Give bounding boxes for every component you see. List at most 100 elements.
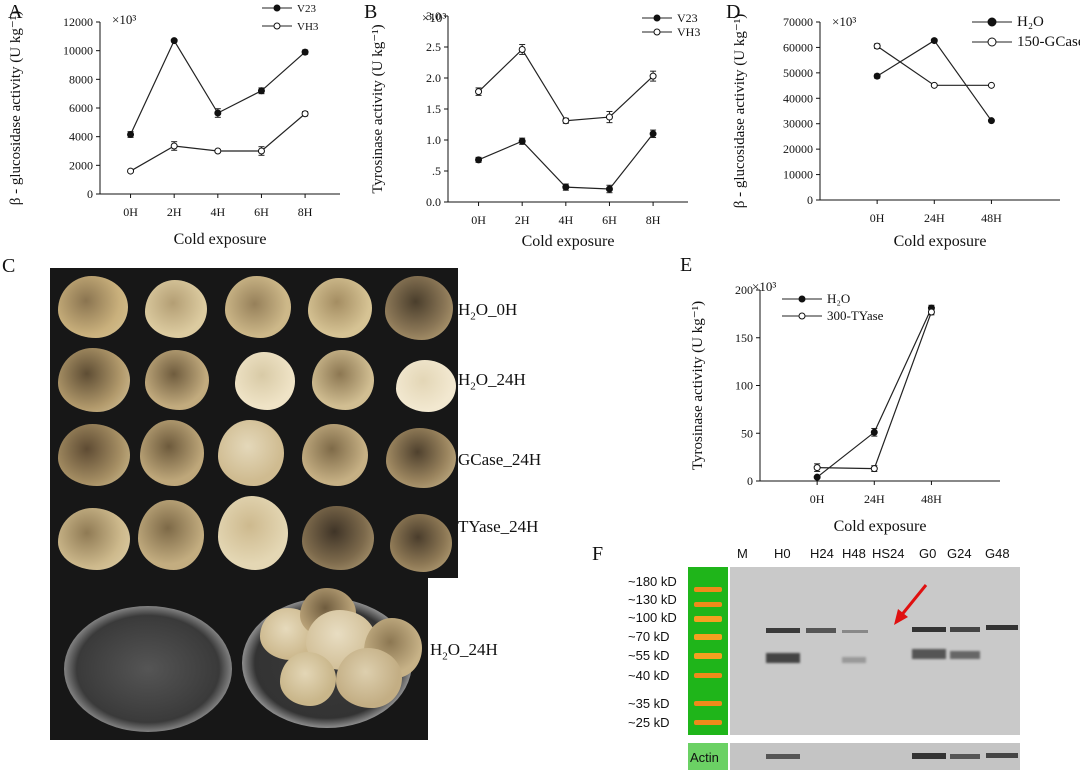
x-tick-label: 0H xyxy=(123,205,138,219)
y-tick-label: 0 xyxy=(807,193,813,207)
axis-exponent: ×10³ xyxy=(422,10,446,25)
photo-label-2: H2O_24H xyxy=(458,370,526,393)
series-line xyxy=(478,48,654,122)
data-point xyxy=(214,109,222,117)
data-point xyxy=(127,167,135,175)
x-axis-label: Cold exposure xyxy=(834,518,927,535)
marker-label: ~55 kD xyxy=(628,648,670,663)
y-tick-label: 0.0 xyxy=(426,195,441,209)
y-tick-label: 6000 xyxy=(69,101,93,115)
chart-a: A ×10³ 0 2000 4000 6000 8000 10000 12000 0H 2H 4H 6H… xyxy=(8,1,340,248)
marker-label: ~100 kD xyxy=(628,610,677,625)
lane-label: H24 xyxy=(810,546,834,561)
x-tick-label: 2H xyxy=(167,205,182,219)
x-axis-label: Cold exposure xyxy=(174,231,267,248)
x-tick-label: 6H xyxy=(602,213,617,227)
series-line xyxy=(816,307,932,478)
legend-label: VH3 xyxy=(677,25,700,39)
photo-row-5 xyxy=(50,578,428,740)
marker-label: ~35 kD xyxy=(628,696,670,711)
x-tick-label: 24H xyxy=(924,211,945,225)
data-point xyxy=(127,131,135,139)
x-tick-label: 0H xyxy=(870,211,885,225)
ladder-lane-actin xyxy=(688,743,728,770)
x-tick-label: 8H xyxy=(646,213,661,227)
y-tick-label: 20000 xyxy=(783,142,813,156)
marker-label: ~70 kD xyxy=(628,629,670,644)
lane-label: M xyxy=(737,546,748,561)
lane-label: G48 xyxy=(985,546,1010,561)
x-tick-label: 4H xyxy=(210,205,225,219)
ladder-lane xyxy=(688,567,728,735)
y-tick-label: 2.5 xyxy=(426,40,441,54)
photo-row-4 xyxy=(50,492,458,578)
legend-marker xyxy=(798,295,806,303)
x-tick-label: 48H xyxy=(921,492,942,506)
y-axis-label: β - glucosidase activity (U kg⁻¹) xyxy=(8,11,24,206)
x-tick-label: 0H xyxy=(810,492,825,506)
data-point xyxy=(987,117,995,125)
legend-marker xyxy=(987,17,997,27)
legend-label: H₂O xyxy=(1017,14,1044,30)
data-point xyxy=(518,137,526,145)
y-tick-label: 2.0 xyxy=(426,71,441,85)
lane-label: G24 xyxy=(947,546,972,561)
data-point xyxy=(301,110,309,118)
lane-label: H48 xyxy=(842,546,866,561)
panel-letter: A xyxy=(8,1,23,23)
legend-marker xyxy=(273,4,281,12)
blot-membrane xyxy=(730,567,1020,735)
data-point xyxy=(930,37,938,45)
data-point xyxy=(870,465,878,473)
data-point xyxy=(813,464,821,472)
y-tick-label: 60000 xyxy=(783,40,813,54)
legend-label: 150-GCase xyxy=(1017,34,1080,50)
y-tick-label: 3.0 xyxy=(426,9,441,23)
data-point xyxy=(649,130,657,138)
x-tick-label: 48H xyxy=(981,211,1002,225)
y-tick-label: 10000 xyxy=(783,168,813,182)
y-tick-label: 2000 xyxy=(69,158,93,172)
legend-marker xyxy=(653,14,661,22)
y-axis-label: Tyrosinase activity (U kg⁻¹) xyxy=(370,24,386,193)
series-line xyxy=(130,113,306,172)
photo-label-4: TYase_24H xyxy=(458,517,539,536)
x-tick-label: 4H xyxy=(558,213,573,227)
data-point xyxy=(870,428,878,436)
legend-label: 300-TYase xyxy=(827,308,884,323)
x-tick-label: 0H xyxy=(471,213,486,227)
marker-label: ~180 kD xyxy=(628,574,677,589)
panel-letter: B xyxy=(364,1,377,23)
panel-letter: E xyxy=(680,255,692,276)
y-tick-label: 8000 xyxy=(69,72,93,86)
data-point xyxy=(257,87,265,95)
x-tick-label: 8H xyxy=(298,205,313,219)
chart-d: D ×10³ 0 10000 20000 30000 40000 50000 60000 7000… xyxy=(726,1,1080,250)
y-tick-label: 12000 xyxy=(63,15,93,29)
x-axis-label: Cold exposure xyxy=(894,233,987,250)
y-tick-label: 100 xyxy=(735,379,753,393)
x-tick-label: 24H xyxy=(864,492,885,506)
series-line xyxy=(130,39,306,135)
data-point xyxy=(930,81,938,89)
axis-exponent: ×10³ xyxy=(112,12,136,27)
y-axis-label: Tyrosinase activity (U kg⁻¹) xyxy=(690,301,706,470)
chart-b: B ×10³ 0.0 .5 1.0 1.5 2.0 2.5 3.0 0H 2H 4H 6H 8H Cold … xyxy=(364,1,700,250)
data-point xyxy=(562,183,570,191)
legend-marker xyxy=(273,22,281,30)
y-tick-label: 50 xyxy=(741,426,753,440)
series-line xyxy=(817,311,932,470)
lane-label: H0 xyxy=(774,546,791,561)
y-axis-label: β - glucosidase activity (U kg⁻¹) xyxy=(732,14,748,209)
photo-row-3 xyxy=(50,416,458,492)
y-tick-label: 0 xyxy=(747,474,753,488)
legend-label: V23 xyxy=(297,3,316,15)
panel-letter: D xyxy=(726,1,740,23)
legend-label: VH3 xyxy=(297,21,319,33)
series-line xyxy=(478,133,654,190)
photo-row-2 xyxy=(50,344,458,416)
data-point xyxy=(475,88,483,96)
data-point xyxy=(214,147,222,155)
y-tick-label: 50000 xyxy=(783,66,813,80)
panel-letter-f: F xyxy=(592,543,604,565)
